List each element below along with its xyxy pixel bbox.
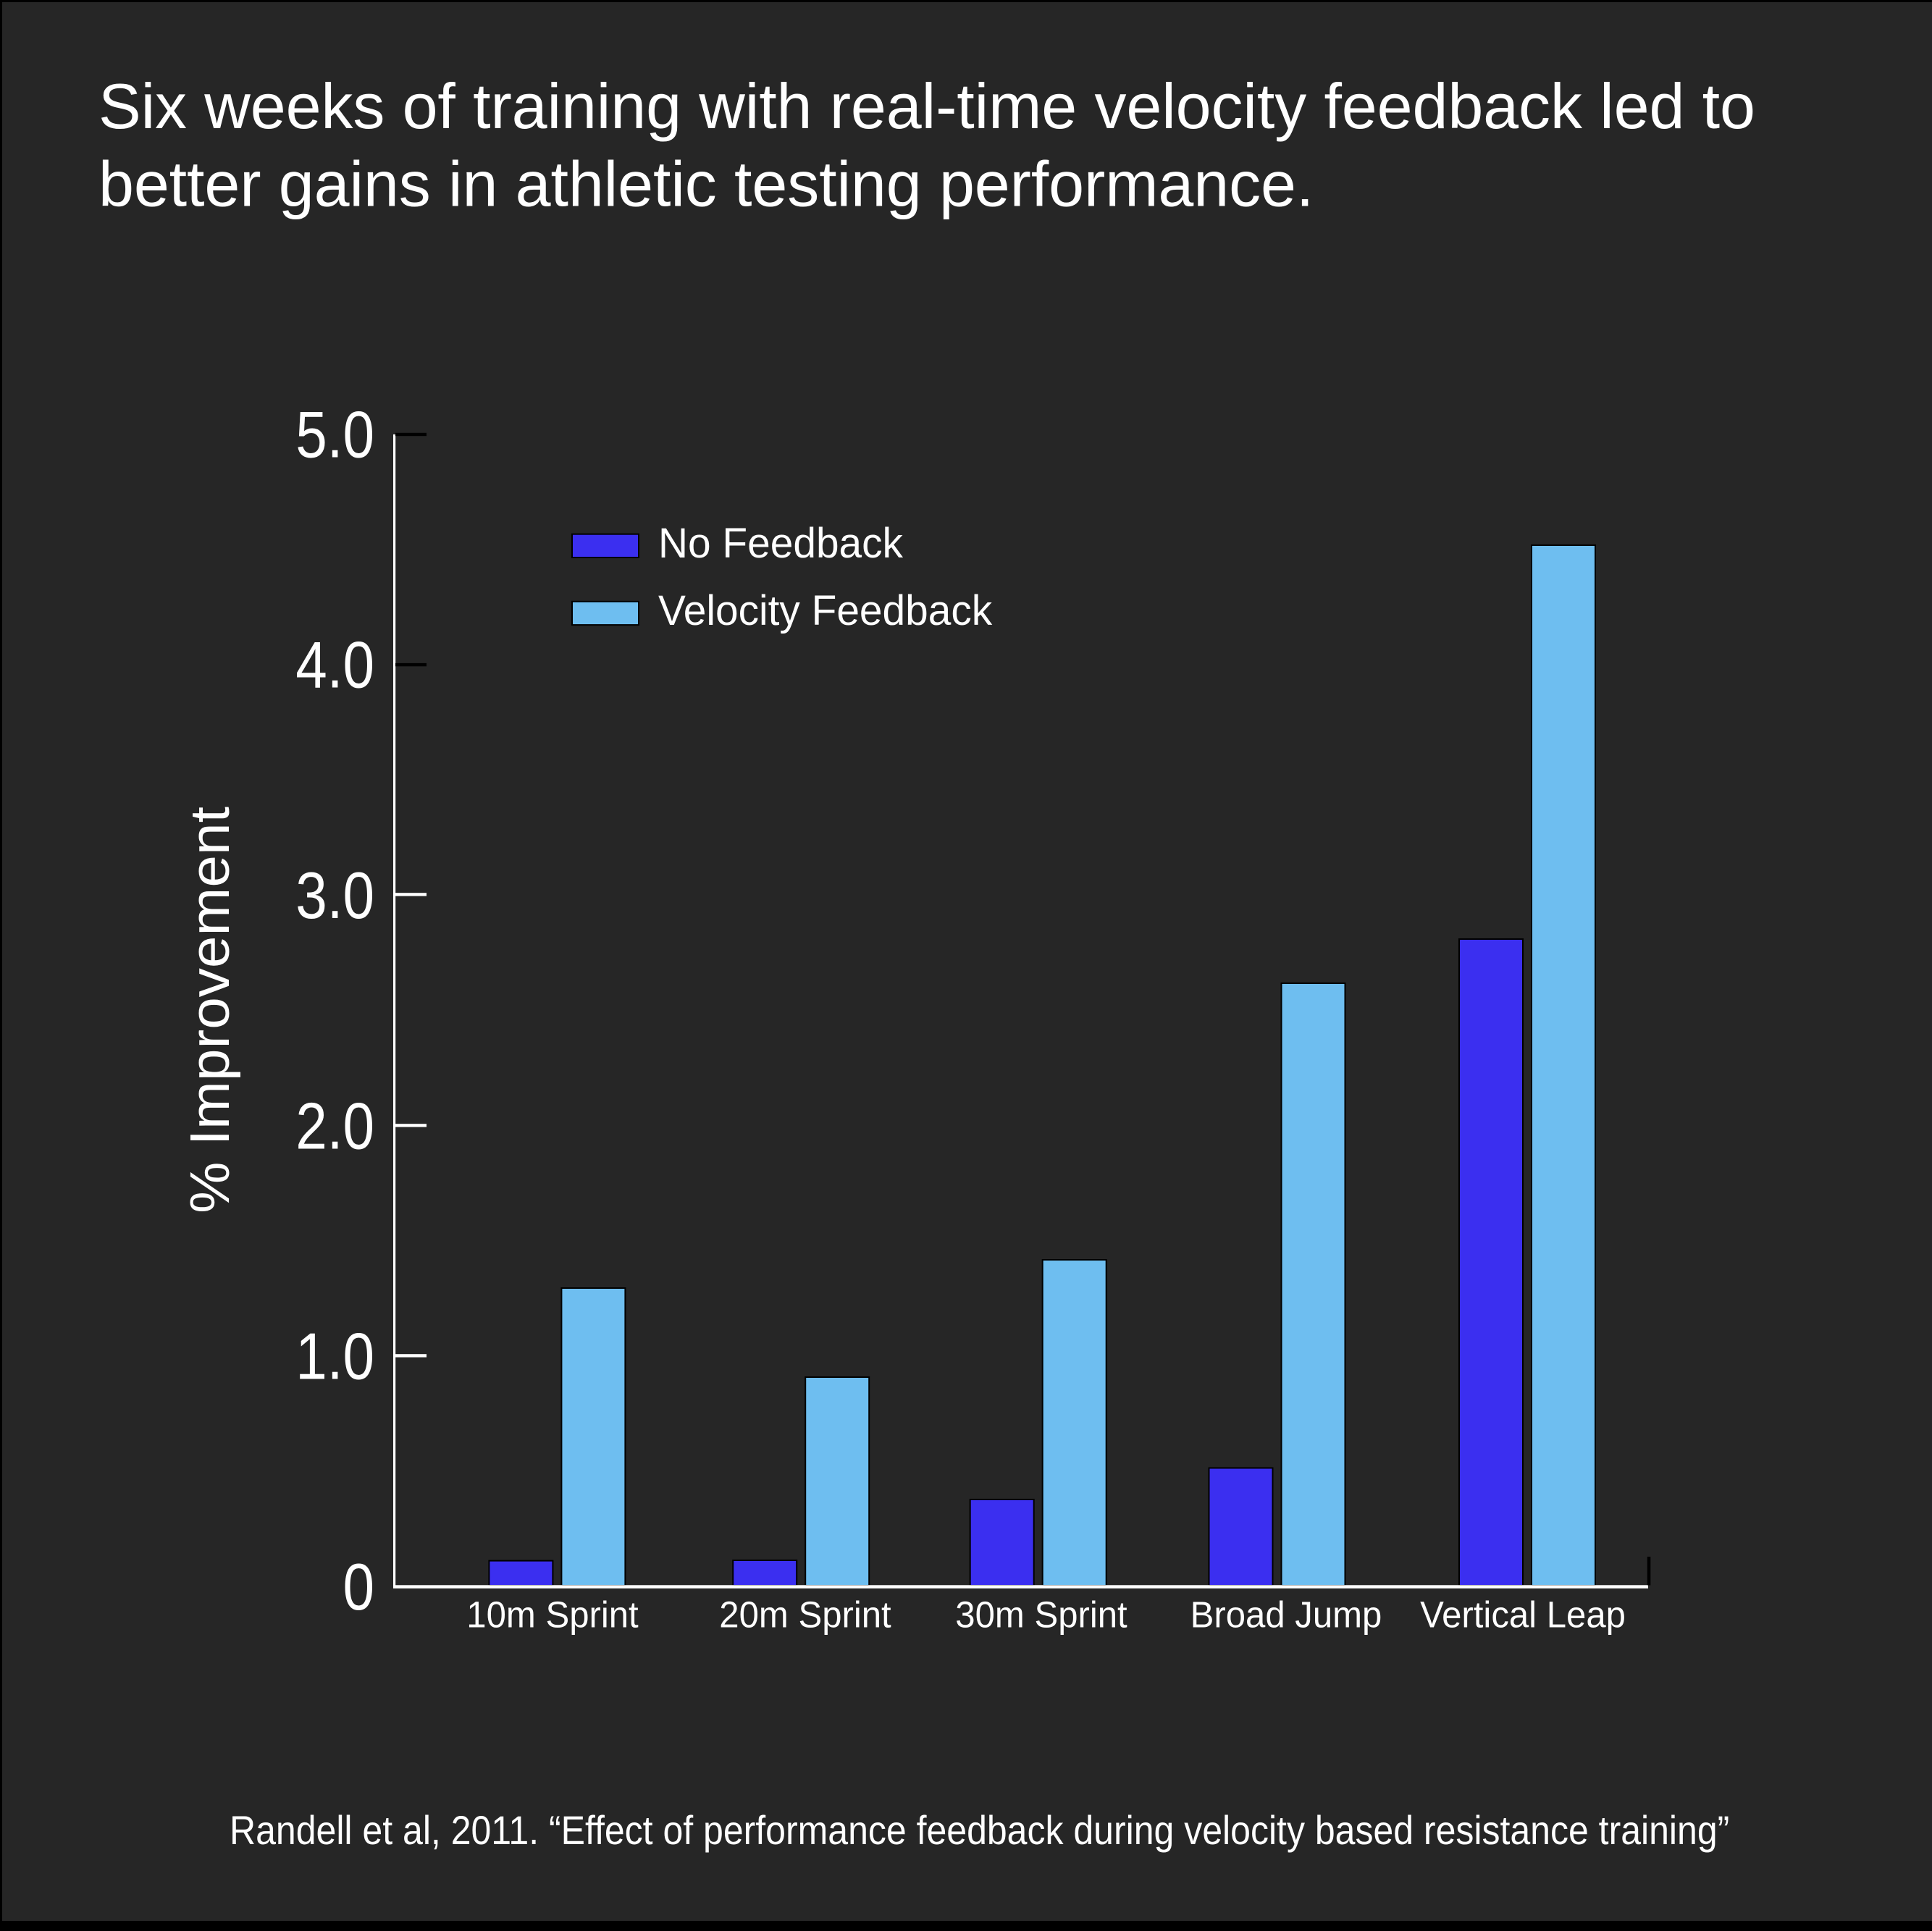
svg-text:better gains in athletic testi: better gains in athletic testing perform…	[98, 148, 1314, 219]
svg-text:0: 0	[343, 1549, 374, 1623]
svg-text:Velocity Feedback: Velocity Feedback	[658, 587, 992, 634]
svg-text:Randell et al, 2011. “Effect o: Randell et al, 2011. “Effect of performa…	[230, 1809, 1729, 1854]
svg-text:2.0: 2.0	[295, 1089, 374, 1163]
svg-text:Broad Jump: Broad Jump	[1190, 1594, 1382, 1635]
svg-text:10m Sprint: 10m Sprint	[466, 1594, 638, 1635]
svg-text:Vertical Leap: Vertical Leap	[1420, 1594, 1626, 1635]
svg-text:20m Sprint: 20m Sprint	[719, 1594, 891, 1635]
svg-text:3.0: 3.0	[295, 858, 374, 932]
svg-text:4.0: 4.0	[295, 628, 374, 702]
svg-text:Six weeks of training with rea: Six weeks of training with real-time vel…	[98, 70, 1755, 142]
svg-text:% Improvement: % Improvement	[178, 807, 240, 1213]
svg-text:No Feedback: No Feedback	[658, 520, 903, 567]
svg-text:30m Sprint: 30m Sprint	[955, 1594, 1127, 1635]
svg-text:5.0: 5.0	[295, 397, 374, 471]
svg-text:1.0: 1.0	[295, 1319, 374, 1393]
